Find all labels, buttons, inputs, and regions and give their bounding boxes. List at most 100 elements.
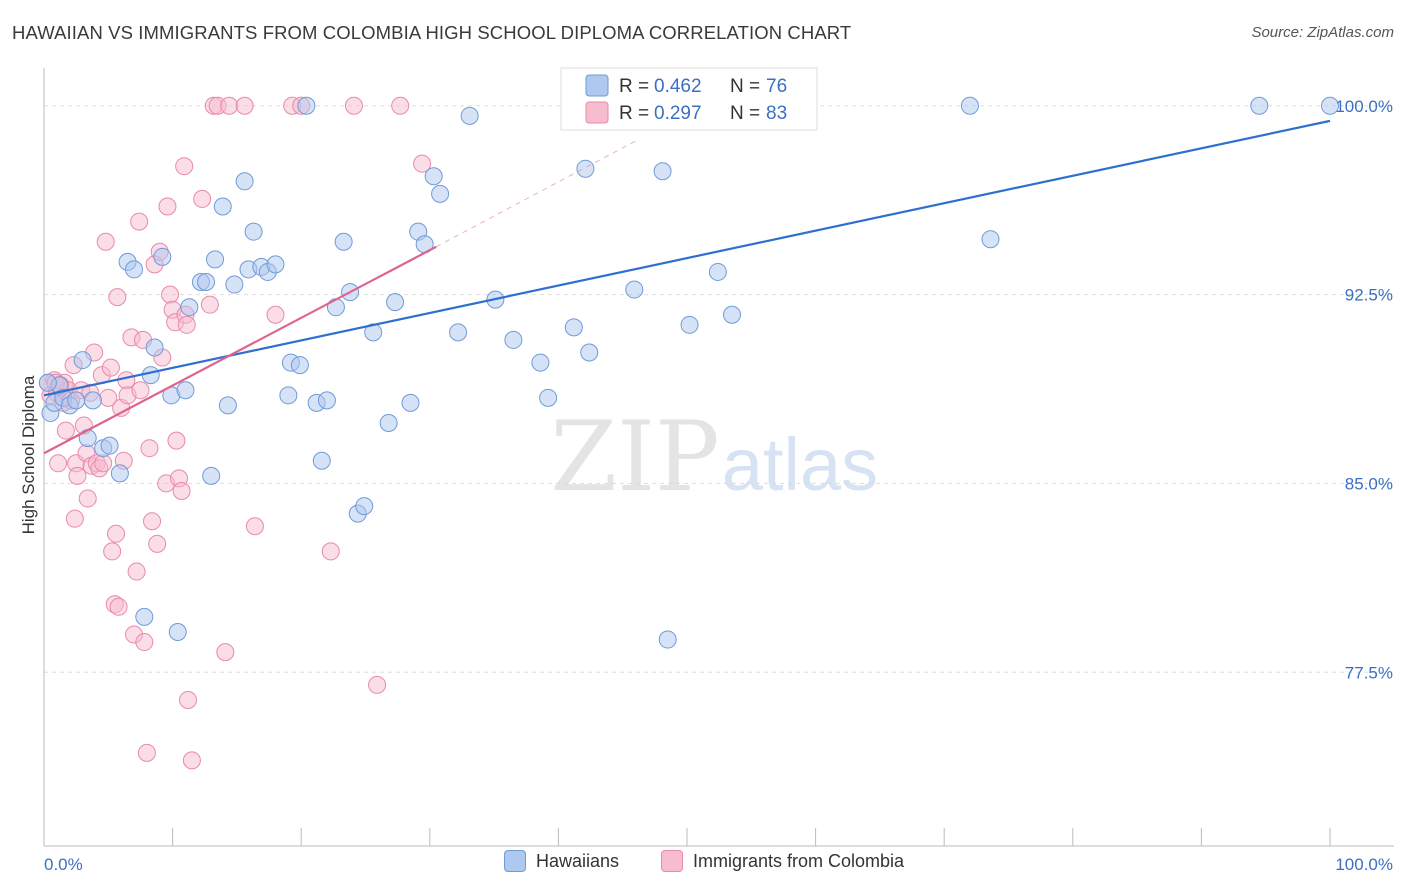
- point-colombia: [172, 481, 191, 500]
- point-colombia: [131, 381, 150, 400]
- trend-line-colombia: [43, 245, 437, 455]
- y-tick-label: 85.0%: [1345, 474, 1393, 493]
- point-colombia: [94, 454, 113, 473]
- point-hawaiians: [312, 451, 331, 470]
- point-colombia: [413, 154, 432, 173]
- legend-top: R = 0.462 N = 76 R = 0.297 N = 83: [560, 67, 818, 131]
- legend-n-label: N =: [730, 103, 760, 124]
- point-colombia: [167, 431, 186, 450]
- point-hawaiians: [658, 630, 677, 649]
- point-hawaiians: [364, 323, 383, 342]
- point-hawaiians: [1250, 96, 1269, 115]
- legend-item-colombia[interactable]: Immigrants from Colombia: [661, 850, 904, 872]
- point-hawaiians: [1321, 96, 1339, 115]
- point-colombia: [143, 512, 162, 531]
- point-hawaiians: [981, 230, 1000, 249]
- point-colombia: [101, 358, 120, 377]
- legend-swatch-colombia: [661, 850, 683, 872]
- point-hawaiians: [83, 391, 102, 410]
- point-colombia: [344, 96, 363, 115]
- point-hawaiians: [379, 414, 398, 433]
- point-hawaiians: [213, 197, 232, 216]
- point-colombia: [220, 96, 239, 115]
- legend-r-value: 0.297: [654, 103, 702, 124]
- point-colombia: [127, 562, 146, 581]
- point-hawaiians: [141, 366, 160, 385]
- point-colombia: [103, 542, 122, 561]
- point-hawaiians: [460, 106, 479, 125]
- point-hawaiians: [73, 351, 92, 370]
- y-tick-label: 77.5%: [1345, 663, 1393, 682]
- point-hawaiians: [244, 222, 263, 241]
- point-colombia: [193, 189, 212, 208]
- point-colombia: [96, 232, 115, 251]
- point-colombia: [216, 643, 235, 662]
- point-colombia: [148, 534, 167, 553]
- point-colombia: [78, 489, 97, 508]
- point-colombia: [177, 315, 196, 334]
- point-hawaiians: [625, 280, 644, 299]
- watermark: ZIP atlas: [550, 401, 878, 513]
- point-colombia: [117, 371, 136, 390]
- legend-swatch-colombia: [585, 101, 609, 124]
- point-hawaiians: [653, 162, 672, 181]
- point-hawaiians: [708, 262, 727, 281]
- legend-r-label: R =: [619, 76, 649, 97]
- point-hawaiians: [168, 622, 187, 641]
- series-immigrants-from-colombia: [38, 96, 432, 770]
- point-colombia: [391, 96, 410, 115]
- axes: [43, 68, 1394, 847]
- point-colombia: [158, 197, 177, 216]
- point-colombia: [108, 288, 127, 307]
- watermark-atlas: atlas: [722, 423, 878, 506]
- point-colombia: [56, 421, 75, 440]
- point-hawaiians: [576, 159, 595, 178]
- point-colombia: [135, 633, 154, 652]
- point-hawaiians: [235, 172, 254, 191]
- point-hawaiians: [723, 305, 742, 324]
- legend-n-label: N =: [730, 76, 760, 97]
- point-colombia: [266, 305, 285, 324]
- gridlines: [44, 105, 1394, 673]
- legend-n-value: 83: [766, 103, 787, 124]
- point-hawaiians: [279, 386, 298, 405]
- point-hawaiians: [206, 250, 225, 269]
- point-hawaiians: [386, 293, 405, 312]
- legend-r-value: 0.462: [654, 76, 702, 97]
- point-colombia: [109, 597, 128, 616]
- point-colombia: [161, 285, 180, 304]
- trend-lines: [43, 119, 1331, 455]
- point-colombia: [130, 212, 149, 231]
- y-tick-label: 92.5%: [1345, 286, 1393, 305]
- trend-line-hawaiians: [43, 119, 1331, 397]
- point-hawaiians: [960, 96, 979, 115]
- point-colombia: [179, 690, 198, 709]
- point-colombia: [245, 517, 264, 536]
- watermark-zip: ZIP: [550, 401, 719, 513]
- point-hawaiians: [225, 275, 244, 294]
- point-hawaiians: [504, 330, 523, 349]
- point-hawaiians: [110, 464, 129, 483]
- point-colombia: [140, 439, 159, 458]
- legend-n-value: 76: [766, 76, 787, 97]
- x-tick-label: 100.0%: [1335, 855, 1393, 874]
- point-colombia: [368, 675, 387, 694]
- point-hawaiians: [424, 167, 443, 186]
- legend-swatch-hawaiians: [585, 74, 609, 97]
- legend-item-hawaiians[interactable]: Hawaiians: [504, 850, 619, 872]
- point-hawaiians: [564, 318, 583, 337]
- point-colombia: [175, 157, 194, 176]
- point-hawaiians: [135, 607, 154, 626]
- y-axis-label: High School Diploma: [19, 375, 38, 534]
- point-colombia: [49, 454, 68, 473]
- point-hawaiians: [125, 260, 144, 279]
- source-label: Source: ZipAtlas.com: [1251, 24, 1394, 41]
- point-hawaiians: [539, 388, 558, 407]
- point-hawaiians: [531, 353, 550, 372]
- point-hawaiians: [67, 391, 86, 410]
- point-colombia: [235, 96, 254, 115]
- point-hawaiians: [38, 373, 57, 392]
- series-hawaiians: [38, 96, 1339, 649]
- legend-label-colombia: Immigrants from Colombia: [693, 850, 905, 871]
- point-hawaiians: [153, 247, 172, 266]
